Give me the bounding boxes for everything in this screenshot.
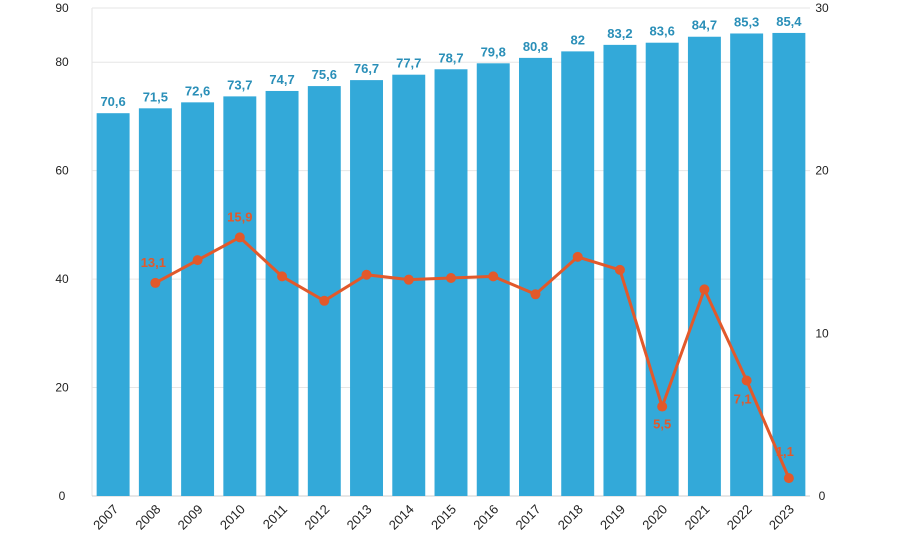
line-value-label: 1,1: [776, 444, 794, 459]
right-axis-tick-label: 30: [815, 1, 829, 15]
bar: [392, 74, 426, 497]
bar: [265, 90, 299, 497]
left-axis-tick-label: 60: [55, 164, 69, 178]
bar: [138, 108, 172, 497]
left-axis-tick-label: 80: [55, 55, 69, 69]
line-point: [192, 255, 203, 266]
bar-value-label: 71,5: [143, 89, 168, 104]
line-path: [154, 235, 791, 479]
left-axis-tick-label: 90: [55, 1, 69, 15]
bar: [223, 96, 257, 496]
line-point: [446, 273, 456, 284]
line-point: [699, 284, 710, 295]
bar: [772, 32, 806, 496]
bar-value-label: 72,6: [185, 83, 210, 98]
left-y-axis: 0 20 40 60 80 90: [55, 1, 69, 503]
x-tick-label: 2015: [428, 502, 459, 533]
bar: [687, 36, 721, 496]
bar-value-label: 85,3: [734, 14, 759, 29]
bar: [350, 80, 384, 497]
bar-value-label: 78,7: [438, 50, 463, 65]
bar: [645, 42, 679, 497]
x-tick-label: 2023: [766, 502, 797, 533]
line-point: [234, 232, 245, 243]
line-point: [277, 271, 288, 282]
x-tick-label: 2021: [681, 502, 712, 533]
line-value-label: 15,9: [227, 209, 252, 224]
bar-value-label: 75,6: [312, 67, 337, 82]
line-point: [361, 269, 372, 280]
bar: [96, 113, 130, 497]
bar: [730, 33, 764, 497]
x-tick-label: 2019: [597, 502, 628, 533]
bar-value-label: 77,7: [396, 56, 421, 71]
x-tick-label: 2011: [260, 502, 290, 532]
x-tick-label: 2022: [724, 502, 755, 533]
bar-series: [96, 32, 806, 497]
x-tick-label: 2009: [175, 502, 206, 533]
x-tick-label: 2012: [301, 502, 332, 533]
line-point: [150, 277, 161, 288]
bar-value-label: 84,7: [692, 18, 717, 33]
bar: [561, 51, 595, 496]
right-axis-tick-label: 10: [815, 326, 829, 340]
x-tick-label: 2007: [90, 502, 121, 533]
line-point: [319, 295, 330, 306]
line-point: [488, 271, 499, 282]
right-axis-tick-label: 0: [819, 489, 826, 503]
bar: [181, 102, 215, 496]
line-data-labels: 13,1 15,9 5,5 7,1 1,1: [141, 209, 794, 459]
x-tick-label: 2013: [344, 502, 375, 533]
bar-value-label: 79,8: [481, 44, 506, 59]
line-point: [614, 264, 625, 275]
line-point: [572, 251, 583, 262]
bar-data-labels: 70,6 71,5 72,6 73,7 74,7 75,6 76,7 77,7 78,7 79,8…: [100, 14, 802, 109]
line-point: [657, 401, 668, 412]
x-tick-label: 2018: [555, 502, 586, 533]
line-point: [783, 473, 794, 484]
x-tick-label: 2020: [639, 502, 670, 533]
bar-value-label: 83,2: [607, 26, 632, 41]
bar-value-label: 80,8: [523, 39, 548, 54]
x-tick-label: 2010: [217, 502, 248, 533]
right-axis-tick-label: 20: [815, 164, 829, 178]
bar-value-label: 70,6: [100, 94, 125, 109]
x-tick-label: 2017: [513, 502, 544, 533]
bar-value-label: 83,6: [650, 24, 675, 39]
bar-value-label: 76,7: [354, 61, 379, 76]
line-value-label: 5,5: [653, 417, 671, 432]
bar: [307, 86, 341, 496]
line-point: [403, 274, 414, 285]
bar-value-label: 73,7: [227, 77, 252, 92]
bar-value-label: 85,4: [776, 14, 802, 29]
bar-value-label: 82: [570, 32, 584, 47]
x-tick-label: 2016: [470, 502, 501, 533]
line-value-label: 7,1: [734, 392, 752, 407]
bar: [518, 57, 552, 496]
line-point: [530, 289, 541, 300]
x-tick-label: 2014: [386, 502, 417, 533]
line-value-label: 13,1: [141, 255, 166, 270]
line-series: [150, 232, 794, 484]
left-axis-tick-label: 40: [55, 272, 69, 286]
x-tick-label: 2008: [132, 502, 163, 533]
left-axis-tick-label: 0: [59, 489, 66, 503]
left-axis-tick-label: 20: [55, 381, 69, 395]
bar-value-label: 74,7: [269, 72, 294, 87]
x-axis: 2007 2008 2009 2010 2011 2012 2013 2014 2015 2016…: [90, 502, 797, 533]
line-point: [741, 375, 752, 386]
right-y-axis: 0 10 20 30: [815, 1, 829, 503]
